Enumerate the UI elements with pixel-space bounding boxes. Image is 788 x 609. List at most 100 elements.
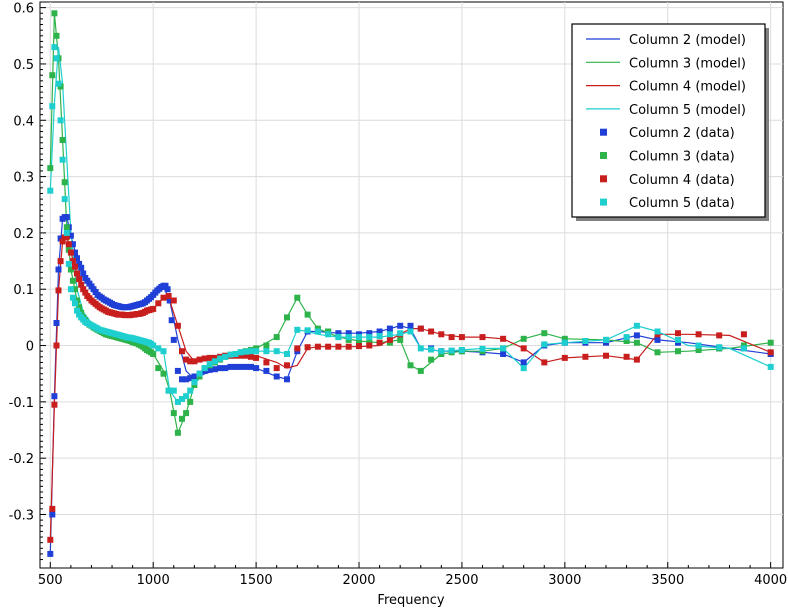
data-point — [47, 550, 54, 557]
data-point — [61, 196, 68, 203]
data-point — [160, 370, 167, 377]
data-point — [654, 328, 661, 335]
data-point — [165, 293, 172, 299]
y-tick-label: 0.6 — [13, 2, 34, 17]
data-point — [561, 339, 568, 346]
data-point — [59, 137, 66, 143]
data-point — [242, 348, 249, 355]
data-point — [633, 332, 640, 339]
data-point — [82, 289, 89, 296]
data-point — [63, 224, 70, 231]
data-point — [63, 233, 70, 240]
legend-label: Column 4 (model) — [629, 80, 746, 95]
data-point — [500, 345, 507, 352]
data-point — [417, 345, 424, 352]
data-point — [633, 356, 640, 363]
data-point — [335, 330, 342, 337]
data-point — [150, 305, 157, 312]
data-point — [174, 398, 181, 405]
data-point — [63, 214, 70, 221]
data-point — [160, 348, 167, 355]
data-point — [59, 156, 66, 163]
data-point — [51, 44, 58, 51]
data-point — [55, 80, 62, 87]
legend-marker-swatch — [600, 198, 607, 206]
data-point — [541, 330, 548, 337]
data-point — [263, 348, 270, 355]
data-point — [150, 351, 157, 357]
data-point — [366, 330, 373, 337]
data-point — [232, 351, 239, 357]
data-point — [695, 331, 702, 338]
data-point — [170, 336, 177, 343]
series-markers — [47, 10, 774, 557]
data-point — [448, 347, 455, 354]
data-point — [174, 367, 181, 374]
data-point — [51, 10, 58, 17]
data-point — [263, 342, 270, 349]
y-tick-label: 0.1 — [13, 283, 34, 298]
data-point — [72, 286, 78, 293]
data-point — [356, 338, 362, 344]
data-point — [55, 287, 62, 294]
data-point — [273, 365, 280, 372]
data-point — [211, 366, 218, 373]
data-point — [767, 339, 774, 346]
data-point — [253, 365, 260, 372]
data-point — [76, 304, 83, 311]
data-point — [53, 32, 60, 39]
data-point — [74, 255, 80, 262]
data-point — [80, 286, 87, 293]
data-point — [53, 342, 60, 349]
data-point — [428, 328, 435, 335]
data-point — [69, 241, 76, 248]
data-point — [386, 331, 393, 338]
data-point — [335, 343, 342, 350]
data-point — [65, 260, 72, 267]
data-point — [196, 370, 203, 377]
y-tick-label: -0.2 — [9, 452, 34, 467]
grid — [40, 2, 783, 568]
data-point — [248, 363, 254, 370]
data-point — [206, 361, 213, 368]
data-point — [248, 348, 254, 355]
axes: 500 1000 1500 2000 2500 3000 3500 4000 -0.3 -0.2 -… — [9, 2, 788, 588]
data-point — [72, 249, 78, 256]
data-point — [284, 362, 290, 369]
data-point — [284, 351, 290, 357]
data-point — [675, 348, 681, 355]
data-point — [59, 238, 66, 245]
data-point — [47, 187, 54, 194]
data-point — [356, 343, 362, 350]
data-point — [740, 331, 747, 338]
data-point — [582, 338, 589, 344]
data-point — [47, 165, 54, 172]
data-point — [227, 351, 234, 358]
y-tick-label: -0.1 — [9, 396, 34, 411]
data-point — [47, 536, 54, 543]
data-point — [168, 317, 175, 324]
data-point — [237, 352, 244, 359]
data-point — [253, 354, 260, 361]
data-point — [217, 355, 224, 362]
data-point — [520, 345, 527, 352]
data-point — [716, 332, 723, 339]
data-point — [767, 349, 774, 356]
data-point — [603, 352, 609, 359]
data-point — [237, 349, 244, 356]
data-point — [284, 314, 290, 321]
data-point — [294, 294, 301, 301]
data-point — [76, 260, 83, 267]
data-point — [417, 367, 424, 374]
data-point — [675, 330, 681, 337]
data-point — [222, 365, 229, 372]
data-point — [179, 348, 185, 355]
data-point — [520, 335, 527, 342]
data-point — [407, 322, 414, 329]
data-point — [63, 229, 70, 236]
y-tick-label: 0 — [26, 340, 34, 355]
data-point — [191, 358, 198, 365]
data-point — [51, 393, 58, 400]
y-tick-label: 0.2 — [13, 227, 34, 242]
